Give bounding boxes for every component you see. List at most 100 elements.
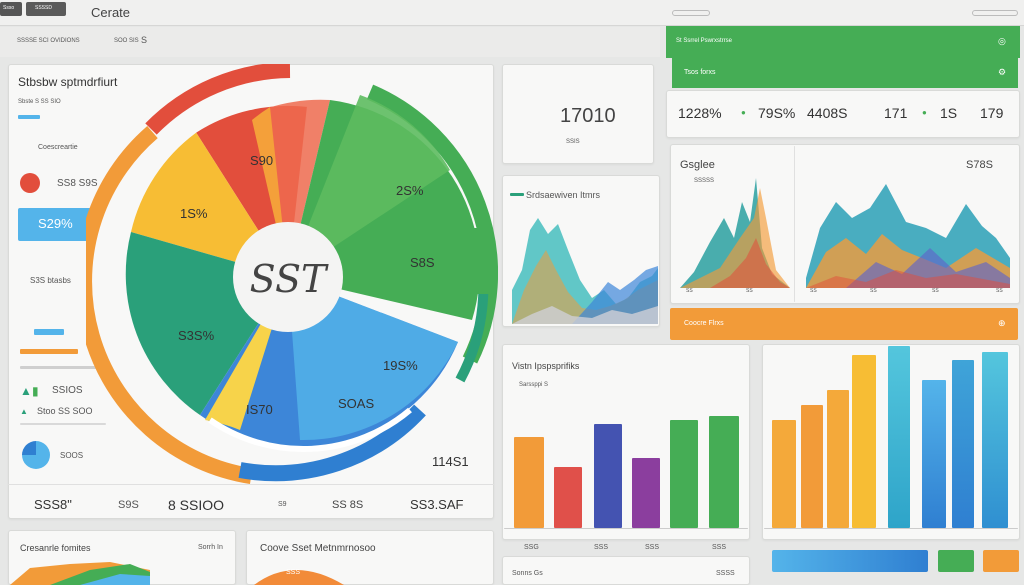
slice-label-4: S8S (410, 255, 435, 270)
outer-arc-orange (86, 126, 253, 484)
spark-icon-2: ▮ (32, 384, 39, 398)
area-value: S78S (966, 159, 993, 171)
top-right-header (666, 26, 1020, 58)
spark-icon: ▲ (20, 384, 32, 398)
white-arc (208, 407, 412, 452)
rbar-2[interactable] (801, 405, 823, 528)
footer-divider (8, 484, 494, 485)
bar-5[interactable] (670, 420, 698, 528)
settings-icon[interactable]: ⚙ (998, 67, 1007, 77)
orange-banner-icon[interactable]: ⊕ (998, 318, 1006, 328)
slice-label-3: 1S% (180, 206, 208, 221)
bottom-left-value: Sorrh In (198, 544, 223, 551)
rbar-baseline (764, 528, 1018, 529)
bottom-blue-bar[interactable] (772, 550, 928, 572)
bar-tick-1: SSG (524, 544, 539, 551)
mini-chart-title: Srdsaewiven Itmrs (526, 190, 601, 200)
window-control[interactable] (672, 10, 710, 16)
progress-bar-1 (34, 329, 64, 335)
big-number: 114S1 (432, 454, 469, 469)
stat-2: S3S btasbs (30, 276, 71, 285)
footer-1: SSS8" (34, 497, 72, 512)
app-header (0, 0, 1024, 26)
rbar-8[interactable] (982, 352, 1008, 528)
bar-2[interactable] (554, 467, 582, 528)
bar-1[interactable] (514, 437, 544, 528)
bottom-mid2-left: Sonns Gs (512, 570, 543, 577)
bottom-orange-bar[interactable] (983, 550, 1019, 572)
progress-bar-3 (20, 366, 100, 369)
breadcrumb[interactable]: SSSSE SCI OVIDIONS (17, 38, 80, 44)
bottom-mid-chart (254, 570, 344, 585)
area-subtitle: SSSSS (694, 178, 715, 184)
rbar-6[interactable] (922, 380, 946, 528)
bar-panel-subtitle: Sarssppi S (519, 382, 549, 388)
rbar-1[interactable] (772, 420, 796, 528)
footer-4: S9 (278, 501, 287, 508)
rbar-5[interactable] (888, 346, 910, 528)
bottom-green-bar[interactable] (938, 550, 974, 572)
orange-banner[interactable] (670, 308, 1018, 340)
bottom-mid-value: SSS (286, 569, 301, 576)
progress-bar-2 (20, 349, 78, 354)
header-tab[interactable]: SSSSD (26, 2, 66, 16)
bar-tick-4: SSS (712, 544, 727, 551)
rbar-7[interactable] (952, 360, 974, 528)
slice-label-7: IS70 (246, 402, 273, 417)
stat-1: SS8 S9S (57, 178, 98, 189)
bar-tick-2: SSS (594, 544, 609, 551)
top-right-sub: Tsos forxs (684, 69, 716, 76)
kpi-label: SSIS (566, 139, 580, 145)
metric-3: 4408S (807, 105, 848, 121)
mini-area-chart (512, 218, 658, 324)
metric-dot-1: ● (741, 108, 746, 117)
outer-arc-red (145, 64, 291, 135)
kpi-card[interactable] (502, 64, 654, 164)
panel-title: Stbsbw sptmdrfiurt (18, 75, 118, 89)
divider (20, 423, 106, 425)
slice-label-1: S90 (250, 153, 273, 168)
bottom-left-title: Cresanrle fomites (20, 543, 91, 553)
metric-dot-2: ● (922, 108, 927, 117)
donut-side-tab[interactable] (470, 228, 492, 294)
slice-label-5: S3S% (178, 328, 215, 343)
bar-3[interactable] (594, 424, 622, 528)
orange-banner-label: Coocre Flrxs (684, 320, 724, 327)
slice-blue-light[interactable] (288, 277, 458, 441)
triangle-icon: ▲ (20, 407, 28, 416)
rbar-4[interactable] (852, 355, 876, 528)
metric-1: 1228% (678, 105, 722, 121)
bar-6[interactable] (709, 416, 739, 528)
rbar-3[interactable] (827, 390, 849, 528)
top-right-title: St Ssrrel Pswrxstrrse (676, 38, 733, 44)
stat-3: SSIOS (52, 385, 83, 396)
outer-arc-blue (238, 404, 426, 482)
bar-4[interactable] (632, 458, 660, 528)
area-chart-right (806, 184, 1010, 288)
section-label: Coescreartie (38, 144, 78, 151)
panel-subtitle: Sbste S SS SIO (18, 99, 61, 105)
top-right-subheader (672, 58, 1018, 88)
donut-center-label: SST (250, 257, 329, 301)
mini-chart-marker (510, 193, 524, 196)
status-dot (20, 173, 40, 193)
footer-2: S9S (118, 499, 139, 511)
bar-baseline (504, 528, 748, 529)
bar-panel-title: Vistn Ipspsprifiks (512, 361, 580, 371)
highlight-badge[interactable] (18, 208, 92, 241)
refresh-icon[interactable]: ◎ (998, 36, 1006, 46)
logo-button[interactable]: Ssso (0, 2, 22, 16)
bottom-mid-title: Coove Sset Metnmrnosoo (260, 543, 376, 554)
area-chart-left (680, 178, 790, 288)
slice-label-8: SOAS (338, 396, 374, 411)
bottom-left-chart (10, 562, 150, 585)
footer-6: SS3.SAF (410, 497, 464, 512)
toolbar (0, 27, 660, 57)
kpi-value: 17010 (560, 105, 616, 127)
window-control-2[interactable] (972, 10, 1018, 16)
view-selector[interactable]: SOO SIS (114, 38, 139, 44)
legend-label: SOOS (60, 451, 84, 460)
section-marker (18, 115, 40, 119)
metric-2: 79S% (758, 105, 796, 121)
slice-green-light[interactable] (288, 95, 450, 277)
